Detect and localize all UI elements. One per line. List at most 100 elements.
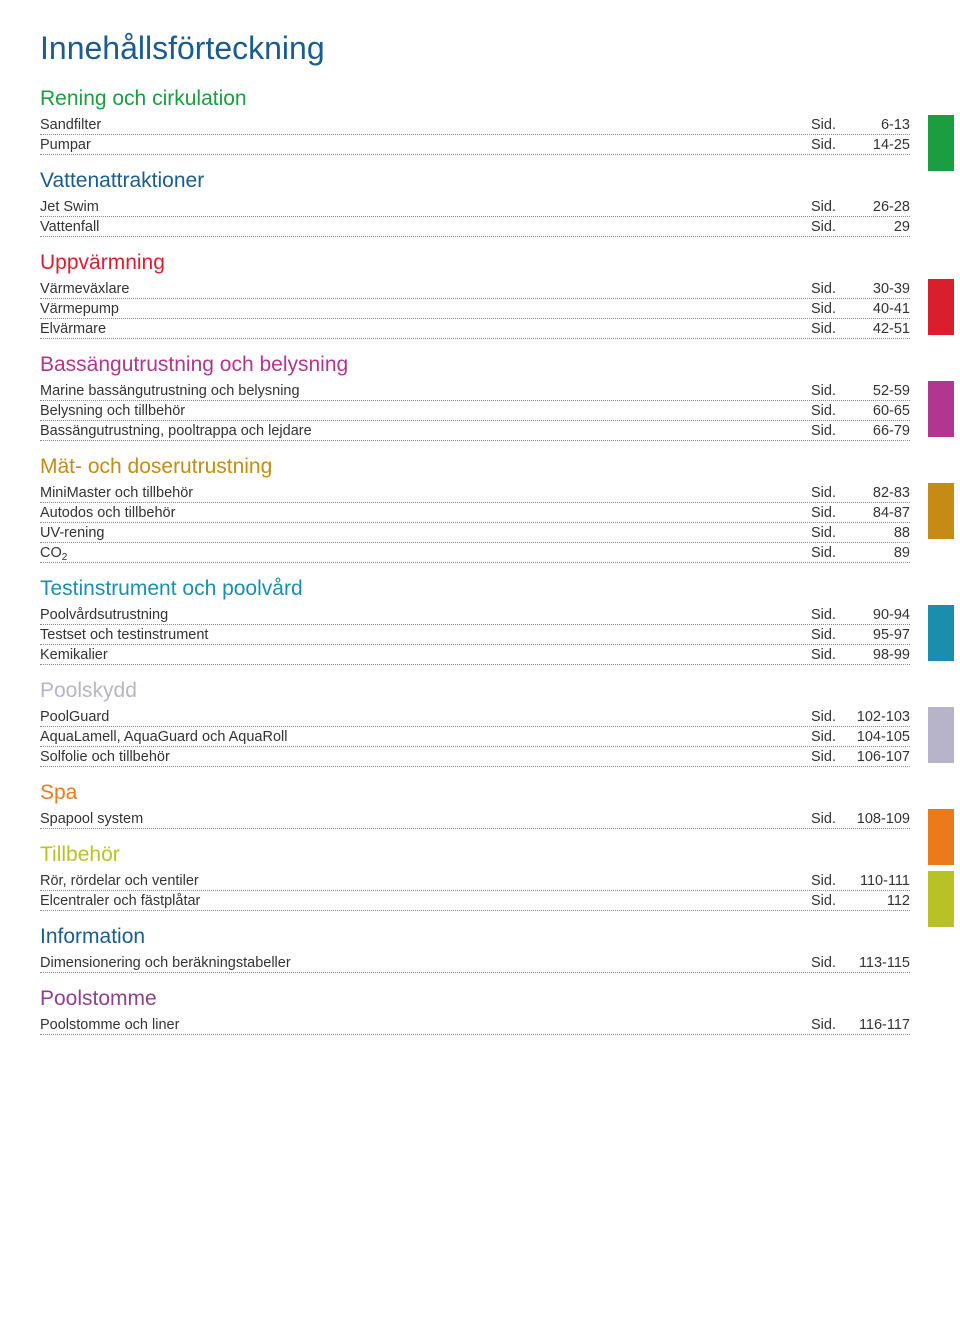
- toc-section: PoolstommePoolstomme och linerSid.116-11…: [40, 987, 910, 1035]
- section-color-swatch: [928, 707, 954, 763]
- section-heading: Spa: [40, 781, 910, 805]
- toc-row-label: Poolvårdsutrustning: [40, 607, 168, 623]
- toc-row-label: Pumpar: [40, 137, 91, 153]
- section-color-swatch: [928, 605, 954, 661]
- toc-row-sid-label: Sid.: [811, 321, 836, 337]
- toc-row-page: 6-13: [844, 117, 910, 133]
- toc-row-label: Sandfilter: [40, 117, 101, 133]
- toc-row-label: Testset och testinstrument: [40, 627, 208, 643]
- section-color-swatch: [928, 279, 954, 335]
- toc-row-sid-label: Sid.: [811, 607, 836, 623]
- toc-row: UV-rening Sid. 88: [40, 523, 910, 543]
- toc-row-label: Spapool system: [40, 811, 143, 827]
- toc-row: VattenfallSid.29: [40, 217, 910, 237]
- section-color-swatch: [928, 809, 954, 865]
- toc-row-page: 26-28: [844, 199, 910, 215]
- toc-row-page: 82-83: [844, 485, 910, 501]
- toc-row-sid-label: Sid.: [811, 729, 836, 745]
- toc-row-label: Marine bassängutrustning och belysning: [40, 383, 300, 399]
- toc-row: CO2Sid.89: [40, 543, 910, 563]
- toc-row-label: Bassängutrustning, pooltrappa och lejdar…: [40, 423, 312, 439]
- section-heading: Poolstomme: [40, 987, 910, 1011]
- page-title: Innehållsförteckning: [40, 30, 910, 67]
- toc-row-label: Jet Swim: [40, 199, 99, 215]
- toc-row-label: Solfolie och tillbehör: [40, 749, 170, 765]
- toc-row-sid-label: Sid.: [811, 403, 836, 419]
- toc-row-label: Belysning och tillbehör: [40, 403, 185, 419]
- toc-row-label: Poolstomme och liner: [40, 1017, 179, 1033]
- toc-row: Poolvårdsutrustning Sid. 90-94: [40, 605, 910, 625]
- toc-section: UppvärmningVärmeväxlareSid.30-39Värmepum…: [40, 251, 910, 339]
- toc-row-sid-label: Sid.: [811, 117, 836, 133]
- toc-row-sid-label: Sid.: [811, 485, 836, 501]
- toc-row-page: 90-94: [844, 607, 910, 623]
- toc-row-label: Elvärmare: [40, 321, 106, 337]
- toc-row-sid-label: Sid.: [811, 873, 836, 889]
- toc-row: Belysning och tillbehör Sid. 60-65: [40, 401, 910, 421]
- toc-row: AquaLamell, AquaGuard och AquaRoll Sid. 10…: [40, 727, 910, 747]
- toc-row-label: Värmeväxlare: [40, 281, 129, 297]
- toc-section: Testinstrument och poolvårdPoolvårdsutru…: [40, 577, 910, 665]
- toc-row-page: 108-109: [844, 811, 910, 827]
- toc-row-sid-label: Sid.: [811, 199, 836, 215]
- toc-row: Sandfilter Sid. 6-13: [40, 115, 910, 135]
- toc-row-sid-label: Sid.: [811, 219, 836, 235]
- toc-row-sid-label: Sid.: [811, 301, 836, 317]
- section-color-swatch: [928, 381, 954, 437]
- toc-row-label: Autodos och tillbehör: [40, 505, 175, 521]
- section-heading: Uppvärmning: [40, 251, 910, 275]
- toc-row-page: 29: [844, 219, 910, 235]
- toc-row-sid-label: Sid.: [811, 893, 836, 909]
- toc-row-sid-label: Sid.: [811, 137, 836, 153]
- toc-row-page: 89: [844, 545, 910, 561]
- toc-row-page: 113-115: [844, 955, 910, 971]
- toc-row-page: 95-97: [844, 627, 910, 643]
- toc-row: MiniMaster och tillbehör Sid. 82-83: [40, 483, 910, 503]
- toc-row: VärmeväxlareSid.30-39: [40, 279, 910, 299]
- toc-row-label: Dimensionering och beräkningstabeller: [40, 955, 291, 971]
- section-color-swatch: [928, 483, 954, 539]
- toc-row-sid-label: Sid.: [811, 525, 836, 541]
- toc-row-subscript: 2: [62, 552, 68, 563]
- toc-row: Marine bassängutrustning och belysning Si…: [40, 381, 910, 401]
- toc-row-page: 112: [844, 893, 910, 909]
- toc-row-label: Värmepump: [40, 301, 119, 317]
- toc-row: Rör, rördelar och ventilerSid.110-111: [40, 871, 910, 891]
- toc-row-sid-label: Sid.: [811, 627, 836, 643]
- toc-row-label: Rör, rördelar och ventiler: [40, 873, 199, 889]
- toc-row-page: 60-65: [844, 403, 910, 419]
- toc-row-page: 66-79: [844, 423, 910, 439]
- toc-section: Rening och cirkulationSandfilterSid.6-13…: [40, 87, 910, 155]
- toc-row: Testset och testinstrument Sid. 95-97: [40, 625, 910, 645]
- toc-row-sid-label: Sid.: [811, 811, 836, 827]
- section-color-swatch: [928, 871, 954, 927]
- toc-row: Elcentraler och fästplåtar Sid. 112: [40, 891, 910, 911]
- toc-row-page: 14-25: [844, 137, 910, 153]
- toc-row-page: 84-87: [844, 505, 910, 521]
- toc-row-sid-label: Sid.: [811, 383, 836, 399]
- toc-row: Bassängutrustning, pooltrappa och lejdar…: [40, 421, 910, 441]
- toc-row-sid-label: Sid.: [811, 955, 836, 971]
- toc-row-page: 104-105: [844, 729, 910, 745]
- toc-row: Dimensionering och beräkningstabeller Sid…: [40, 953, 910, 973]
- toc-row-sid-label: Sid.: [811, 749, 836, 765]
- toc-row-page: 88: [844, 525, 910, 541]
- toc-row-label: UV-rening: [40, 525, 104, 541]
- toc-row-page: 116-117: [844, 1017, 910, 1033]
- toc-row-label: AquaLamell, AquaGuard och AquaRoll: [40, 729, 287, 745]
- toc-row-label: MiniMaster och tillbehör: [40, 485, 193, 501]
- toc-row-sid-label: Sid.: [811, 709, 836, 725]
- toc-row-label: Elcentraler och fästplåtar: [40, 893, 200, 909]
- toc-row: Pumpar Sid. 14-25: [40, 135, 910, 155]
- toc-row-sid-label: Sid.: [811, 281, 836, 297]
- toc-row-page: 106-107: [844, 749, 910, 765]
- toc-row: Spapool system Sid. 108-109: [40, 809, 910, 829]
- toc-row-page: 42-51: [844, 321, 910, 337]
- toc-section: Tillbehör Rör, rördelar och ventiler Sid. 1…: [40, 843, 910, 911]
- toc-row: VärmepumpSid.40-41: [40, 299, 910, 319]
- toc-row: KemikalierSid.98-99: [40, 645, 910, 665]
- section-heading: Vattenattraktioner: [40, 169, 910, 193]
- toc-row-sid-label: Sid.: [811, 423, 836, 439]
- section-heading: Tillbehör: [40, 843, 910, 867]
- section-heading: Bassängutrustning och belysning: [40, 353, 910, 377]
